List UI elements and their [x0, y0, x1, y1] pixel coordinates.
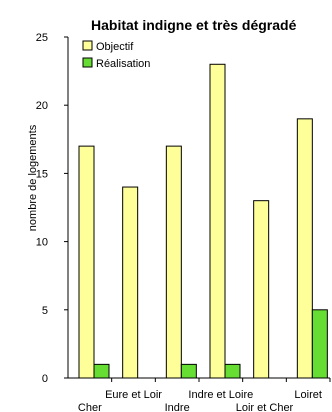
bar-objectif	[78, 145, 95, 379]
y-tick-label: 25	[36, 32, 48, 44]
x-tick-label: Loiret	[294, 389, 322, 401]
y-tick-label: 10	[36, 237, 48, 249]
x-tick-label: Indre et Loire	[188, 389, 253, 401]
bar-realisation	[93, 363, 110, 379]
y-tick-label: 20	[36, 100, 48, 112]
bar-realisation	[224, 363, 241, 379]
legend-swatch	[82, 57, 93, 68]
bar-objectif	[253, 200, 270, 379]
bar-realisation	[311, 309, 328, 379]
bars	[78, 63, 328, 379]
x-tick-label: Eure et Loir	[105, 389, 162, 401]
y-axis: 0 5 10 15 20 25	[36, 32, 69, 385]
chart-title: Habitat indigne et très dégradé	[91, 17, 297, 33]
bar-realisation	[180, 363, 197, 379]
legend-label: Réalisation	[96, 58, 150, 70]
x-tick-label: Loir et Cher	[236, 402, 294, 412]
y-tick-label: 5	[42, 305, 48, 317]
y-tick-label: 15	[36, 168, 48, 180]
legend-label: Objectif	[96, 41, 134, 53]
x-tick-label: Cher	[78, 402, 102, 412]
y-axis-title: nombre de logements	[27, 124, 39, 231]
bar-objectif	[122, 186, 139, 379]
y-tick-label: 0	[42, 373, 48, 385]
legend-swatch	[82, 40, 93, 51]
bar-objectif	[296, 118, 313, 379]
legend: Objectif Réalisation	[82, 40, 150, 70]
bar-objectif	[209, 63, 226, 379]
bar-objectif	[165, 145, 182, 379]
x-tick-label: Indre	[165, 402, 190, 412]
